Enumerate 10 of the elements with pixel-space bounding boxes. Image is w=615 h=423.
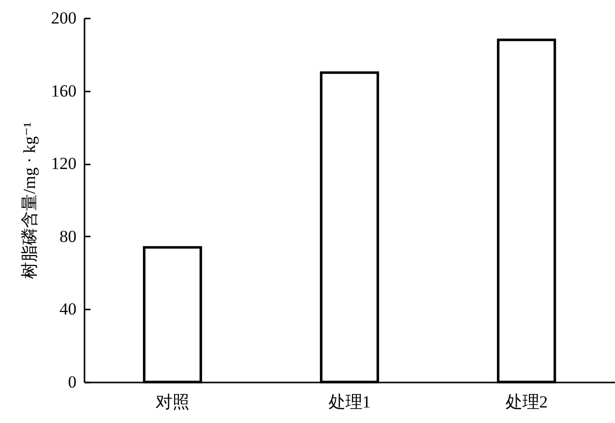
x-tick-label: 处理2 (505, 392, 548, 412)
y-tick-label: 120 (51, 154, 76, 174)
y-tick-label: 160 (51, 81, 76, 100)
y-tick-label: 0 (68, 372, 76, 392)
x-tick-label: 处理1 (328, 392, 371, 412)
y-tick-label: 40 (60, 300, 76, 319)
y-tick-label: 200 (51, 8, 76, 28)
y-tick-label: 80 (60, 226, 76, 246)
x-tick-label: 对照 (156, 392, 190, 412)
y-axis-title: 树脂磷含量/mg · kg⁻¹ (20, 122, 39, 279)
